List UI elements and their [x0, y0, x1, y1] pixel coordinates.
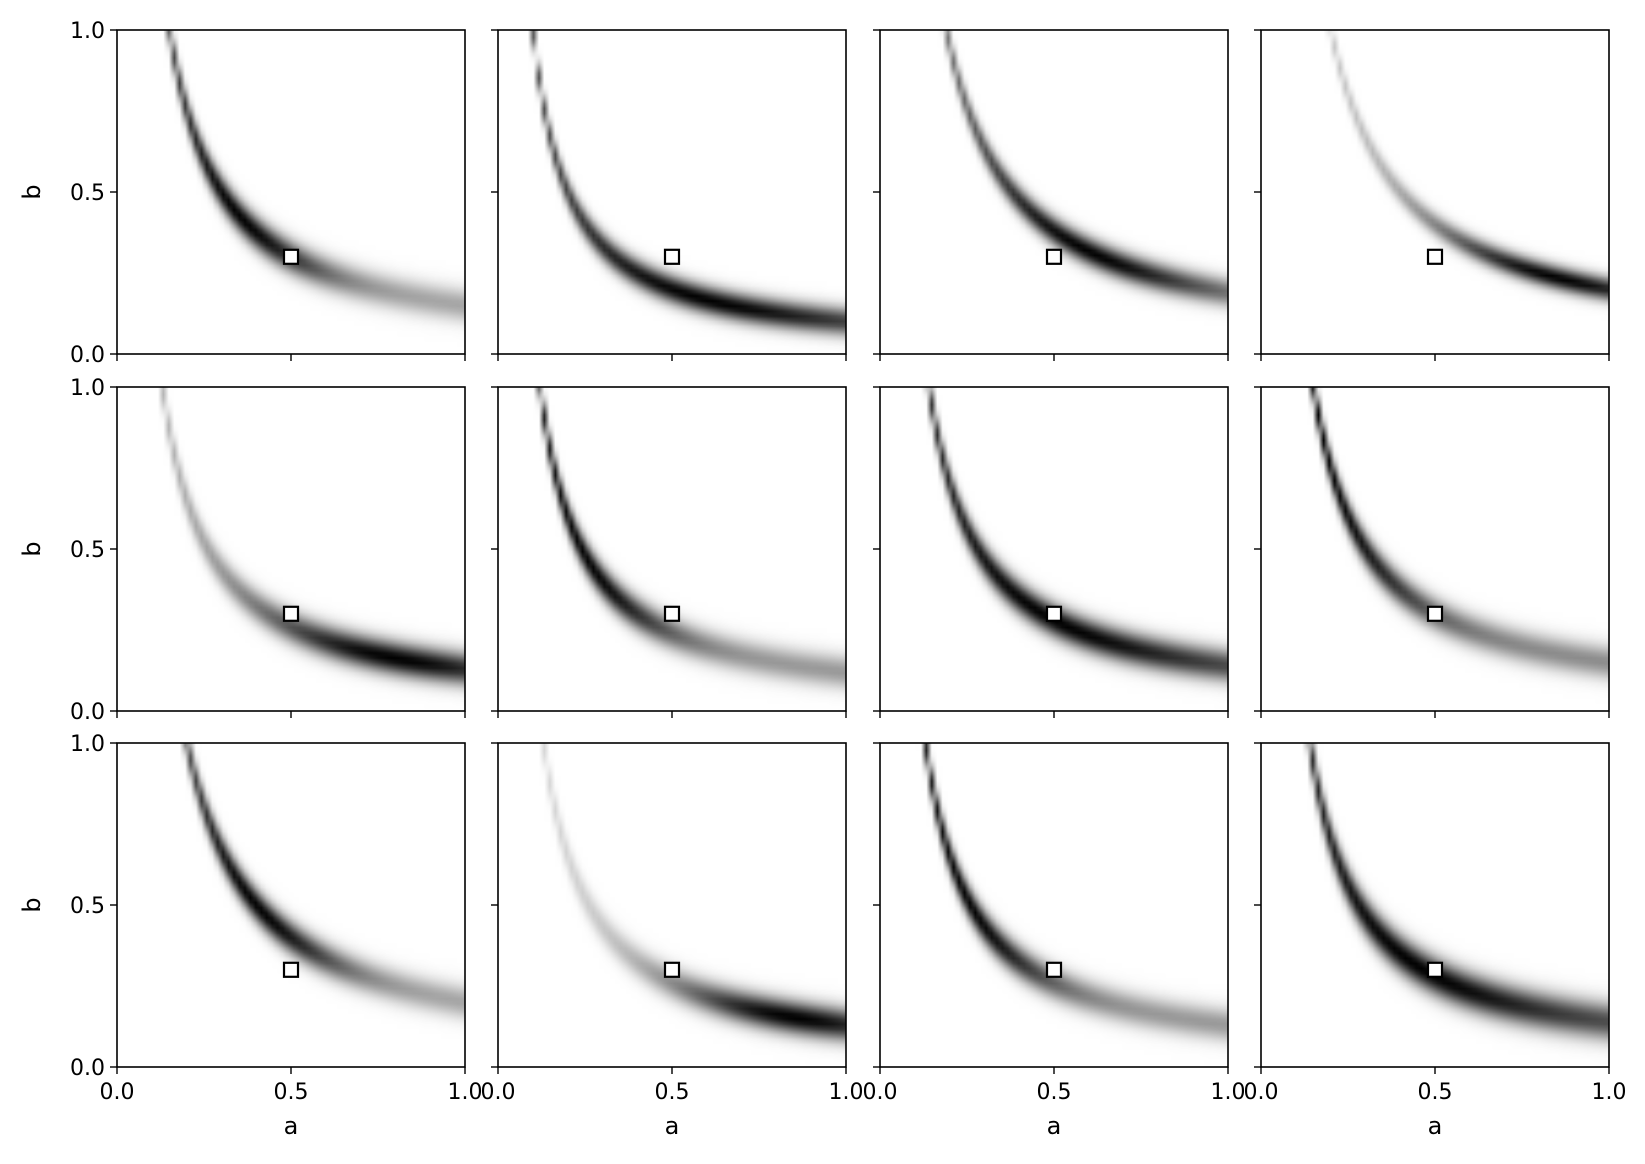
panel-r2-c2: 0.0 0.5 1.0 a [863, 742, 1246, 1140]
x-tick-label: 0.0 [863, 1080, 898, 1105]
panel-r0-c2 [873, 29, 1229, 361]
panel-r0-c0: 0.0 0.5 1.0 b [18, 19, 466, 368]
panel-r0-c3 [1254, 29, 1610, 361]
y-tick-label: 0.5 [70, 538, 105, 563]
x-tick-label: 0.0 [1244, 1080, 1279, 1105]
heatmap-image [1261, 387, 1609, 711]
true-value-marker [663, 248, 681, 265]
y-axis-label: b [18, 897, 46, 912]
x-axis-label: a [284, 1112, 299, 1140]
heatmap-image [880, 743, 1228, 1067]
x-tick-label: 0.5 [655, 1080, 690, 1105]
true-value-marker [663, 961, 681, 978]
x-tick-label: 1.0 [448, 1080, 483, 1105]
x-axis-label: a [1047, 1112, 1062, 1140]
x-axis-label: a [665, 1112, 680, 1140]
true-value-marker [1045, 248, 1063, 265]
panel-r2-c0: 0.00.0 0.5 0.5 1.0 1.0 a b [18, 732, 483, 1140]
true-value-marker [282, 605, 300, 622]
heatmap-image [1261, 743, 1609, 1067]
heatmap-image [1261, 30, 1609, 354]
heatmap-image [498, 387, 846, 711]
panel-r0-c1 [491, 29, 847, 361]
y-tick-label: 0.5 [70, 181, 105, 206]
x-axis-label: a [1428, 1112, 1443, 1140]
panel-grid: 0.00.51.0b0.00.51.0b0.00.00.50.51.01.0ab… [18, 19, 1627, 1140]
true-value-marker [1045, 605, 1063, 622]
heatmap-image [498, 743, 846, 1067]
y-tick-label: 1.0 [70, 19, 105, 44]
x-tick-label: 1.0 [829, 1080, 864, 1105]
x-tick-label: 0.5 [1037, 1080, 1072, 1105]
x-tick-label: 0.5 [274, 1080, 309, 1105]
heatmap-image [117, 30, 465, 354]
y-tick-label: 0.5 [70, 894, 105, 919]
true-value-marker [1426, 605, 1444, 622]
heatmap-image [117, 387, 465, 711]
true-value-marker [663, 605, 681, 622]
x-tick-label: 0.5 [1418, 1080, 1453, 1105]
y-tick-label: 1.0 [70, 376, 105, 401]
true-value-marker [1426, 248, 1444, 265]
panel-r1-c2 [873, 386, 1229, 718]
heatmap-image [498, 30, 846, 354]
y-tick-label: 1.0 [70, 732, 105, 757]
true-value-marker [1045, 961, 1063, 978]
y-axis-label: b [18, 184, 46, 199]
x-tick-label: 1.0 [1592, 1080, 1627, 1105]
panel-r2-c1: 0.0 0.5 1.0 a [481, 742, 864, 1140]
heatmap-image [880, 387, 1228, 711]
panel-r2-c3: 0.0 0.5 1.0 a [1244, 742, 1627, 1140]
true-value-marker [1426, 961, 1444, 978]
true-value-marker [282, 248, 300, 265]
panel-r1-c0: 0.0 0.5 1.0 b [18, 376, 466, 725]
x-tick-label: 1.0 [1211, 1080, 1246, 1105]
panel-r1-c1 [491, 386, 847, 718]
y-tick-label: 0.0 [70, 1056, 105, 1081]
x-tick-label: 0.0 [100, 1080, 135, 1105]
heatmap-image [880, 30, 1228, 354]
panel-r1-c3 [1254, 386, 1610, 718]
y-axis-label: b [18, 541, 46, 556]
y-tick-label: 0.0 [70, 343, 105, 368]
heatmap-image [117, 743, 465, 1067]
true-value-marker [282, 961, 300, 978]
y-tick-label: 0.0 [70, 700, 105, 725]
x-tick-label: 0.0 [481, 1080, 516, 1105]
